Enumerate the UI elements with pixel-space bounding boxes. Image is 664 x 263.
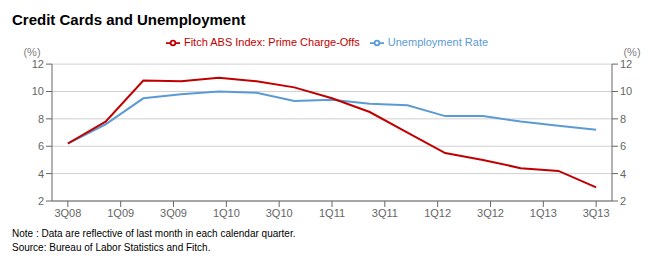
html-text:Fitch ABS Index: Prime Charge-: Fitch ABS Index: Prime Charge-Offs [183,36,360,48]
html-text:Source: Bureau of Labor Statis: Source: Bureau of Labor Statistics and F… [12,242,211,253]
svg-text:3Q12: 3Q12 [477,207,504,219]
svg-text:12: 12 [32,58,44,70]
svg-text:2: 2 [620,195,626,207]
svg-text:2: 2 [38,195,44,207]
svg-text:3Q13: 3Q13 [583,207,610,219]
svg-text:3Q10: 3Q10 [266,207,293,219]
svg-text:12: 12 [620,58,632,70]
svg-text:6: 6 [620,140,626,152]
svg-text:1Q09: 1Q09 [107,207,134,219]
svg-text:1Q10: 1Q10 [213,207,240,219]
svg-text:1Q11: 1Q11 [319,207,345,219]
html-text:Note : Data are reflective of: Note : Data are reflective of last month… [12,228,296,239]
svg-text:(%): (%) [23,46,40,58]
html-text:Unemployment Rate: Unemployment Rate [387,36,489,48]
svg-text:3Q09: 3Q09 [160,207,187,219]
svg-text:4: 4 [38,168,44,180]
svg-text:8: 8 [620,113,626,125]
svg-text:3Q08: 3Q08 [54,207,81,219]
svg-text:4: 4 [620,168,626,180]
svg-text:8: 8 [38,113,44,125]
svg-text:6: 6 [38,140,44,152]
svg-text:(%): (%) [623,46,640,58]
svg-text:10: 10 [32,85,44,97]
svg-text:1Q12: 1Q12 [424,207,451,219]
svg-text:1Q13: 1Q13 [530,207,557,219]
svg-text:3Q11: 3Q11 [372,207,398,219]
svg-text:10: 10 [620,85,632,97]
html-text:Credit Cards and Unemployment: Credit Cards and Unemployment [12,11,246,28]
